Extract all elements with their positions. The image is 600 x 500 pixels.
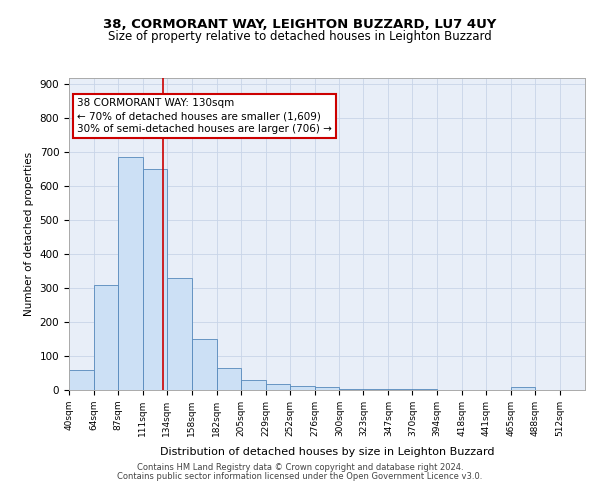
Bar [143,169,167,390]
Bar [314,388,340,390]
X-axis label: Distribution of detached houses by size in Leighton Buzzard: Distribution of detached houses by size … [160,447,494,457]
Bar [266,384,290,390]
Bar [511,388,535,390]
Text: Size of property relative to detached houses in Leighton Buzzard: Size of property relative to detached ho… [108,30,492,43]
Bar [167,278,192,390]
Bar [290,386,314,390]
Text: Contains public sector information licensed under the Open Government Licence v3: Contains public sector information licen… [118,472,482,481]
Bar [69,370,94,390]
Bar [217,368,241,390]
Bar [241,380,266,390]
Bar [94,284,118,390]
Bar [340,388,364,390]
Text: 38, CORMORANT WAY, LEIGHTON BUZZARD, LU7 4UY: 38, CORMORANT WAY, LEIGHTON BUZZARD, LU7… [103,18,497,30]
Y-axis label: Number of detached properties: Number of detached properties [24,152,34,316]
Bar [192,339,217,390]
Text: 38 CORMORANT WAY: 130sqm
← 70% of detached houses are smaller (1,609)
30% of sem: 38 CORMORANT WAY: 130sqm ← 70% of detach… [77,98,332,134]
Bar [364,389,388,390]
Text: Contains HM Land Registry data © Crown copyright and database right 2024.: Contains HM Land Registry data © Crown c… [137,464,463,472]
Bar [118,158,143,390]
